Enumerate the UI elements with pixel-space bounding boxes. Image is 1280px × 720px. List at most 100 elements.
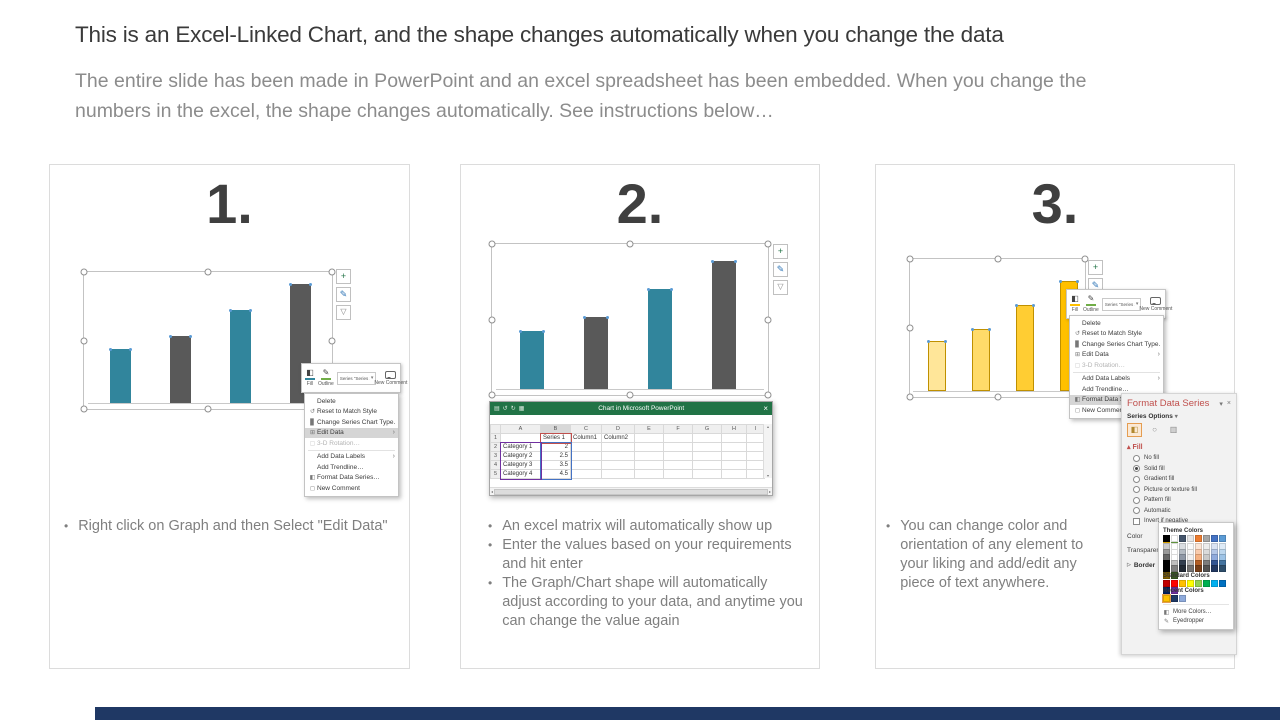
redo-icon[interactable]: ↻ [510, 406, 516, 412]
color-swatch[interactable] [1171, 535, 1178, 542]
chart-3-bars[interactable] [913, 280, 1082, 392]
color-swatch[interactable] [1163, 572, 1170, 579]
color-swatch[interactable] [1171, 572, 1178, 579]
menu-item-edit-data[interactable]: ⊞ Edit Data › [305, 427, 398, 438]
radio-picture-fill[interactable]: Picture or texture fill [1133, 486, 1231, 493]
menu-item-add-data-labels[interactable]: Add Data Labels › [1082, 375, 1160, 383]
series-selector-dropdown[interactable]: Series "Series 1" ▾ [336, 371, 377, 385]
bar-3[interactable] [229, 309, 252, 403]
spreadsheet-table[interactable]: A B C D E F G H I 1 Series 1 Column1 Col… [490, 424, 765, 479]
selection-handle[interactable] [764, 240, 772, 248]
menu-item-add-trendline[interactable]: Add Trendline… [1082, 385, 1129, 393]
menu-item-new-comment[interactable]: ◻ New Comment [1075, 406, 1125, 414]
bar-3[interactable] [647, 288, 673, 389]
color-swatch[interactable] [1163, 579, 1170, 587]
menu-item-new-comment[interactable]: ◻ New Comment [310, 484, 360, 492]
col-header-D[interactable]: D [601, 424, 635, 434]
sheet-icon[interactable]: ▦ [518, 406, 525, 412]
color-swatch[interactable] [1163, 535, 1170, 542]
bar-2[interactable] [971, 328, 991, 391]
color-swatch[interactable] [1179, 579, 1186, 587]
col-header-I[interactable]: I [746, 424, 765, 434]
color-swatch[interactable] [1179, 565, 1186, 572]
color-swatch[interactable] [1195, 579, 1202, 587]
selection-handle[interactable] [626, 391, 634, 399]
bar-2[interactable] [583, 316, 609, 389]
radio-no-fill[interactable]: No fill [1133, 454, 1231, 462]
chart-2-bars[interactable] [496, 260, 764, 390]
more-colors-item[interactable]: ◧ More Colors… [1163, 609, 1212, 616]
chart-filters-button[interactable]: ▽ [773, 280, 788, 295]
selection-handle[interactable] [328, 268, 336, 276]
color-swatch[interactable] [1203, 579, 1210, 587]
menu-item-format-data-series[interactable]: ◧ Format Data Series… [1070, 394, 1163, 405]
color-swatch[interactable] [1211, 579, 1218, 587]
color-swatch[interactable] [1171, 565, 1178, 572]
radio-automatic[interactable]: Automatic [1133, 507, 1231, 514]
color-swatch[interactable] [1163, 586, 1170, 594]
col-header-H[interactable]: H [721, 424, 747, 434]
border-section-header[interactable]: ▷ Border [1127, 561, 1156, 569]
color-swatch[interactable] [1219, 579, 1226, 587]
menu-item-delete[interactable]: Delete [1082, 319, 1101, 327]
vertical-scrollbar[interactable]: ▴ ▾ [763, 424, 772, 478]
col-header-A[interactable]: A [500, 424, 541, 434]
series-selector-dropdown[interactable]: Series "Series 1" ▾ [1101, 297, 1142, 311]
color-swatch[interactable] [1187, 579, 1194, 587]
recent-colors-row[interactable] [1162, 593, 1229, 603]
standard-colors-row[interactable] [1163, 579, 1229, 594]
radio-gradient-fill[interactable]: Gradient fill [1133, 475, 1231, 483]
bar-1[interactable] [519, 330, 545, 389]
series-options-tab-icon[interactable]: ▥ [1169, 425, 1178, 434]
color-swatch[interactable] [1219, 565, 1226, 572]
theme-color-variants[interactable] [1163, 543, 1229, 579]
scroll-left-icon[interactable]: ◂ [491, 489, 494, 494]
selection-handle[interactable] [328, 337, 336, 344]
color-swatch[interactable] [1187, 535, 1194, 542]
selection-handle[interactable] [764, 391, 772, 399]
fill-section-header[interactable]: ▴ Fill [1127, 444, 1143, 451]
selection-handle[interactable] [80, 337, 88, 344]
color-swatch[interactable] [1211, 535, 1218, 542]
effects-tab-icon[interactable]: ○ [1152, 425, 1157, 434]
col-header-B[interactable]: B [540, 424, 571, 434]
color-swatch[interactable] [1171, 586, 1178, 594]
fill-button[interactable]: ◧ Fill [1070, 294, 1080, 313]
bar-4[interactable] [711, 260, 737, 389]
col-header-F[interactable]: F [663, 424, 693, 434]
theme-colors-row[interactable] [1163, 535, 1229, 549]
new-comment-button[interactable]: New Comment [1139, 296, 1172, 312]
menu-item-add-trendline[interactable]: Add Trendline… [317, 463, 364, 471]
selection-handle[interactable] [204, 268, 212, 276]
color-swatch[interactable] [1179, 594, 1186, 602]
chart-3[interactable] [906, 255, 1089, 401]
scroll-right-icon[interactable]: ▸ [768, 489, 771, 494]
chart-2[interactable] [488, 240, 772, 399]
cell-series-name[interactable]: Series 1 [540, 433, 571, 443]
color-swatch[interactable] [1219, 535, 1226, 542]
menu-item-edit-data[interactable]: ⊞ Edit Data › [1074, 351, 1160, 359]
horizontal-scrollbar[interactable]: ◂ ▸ [490, 487, 772, 495]
selection-handle[interactable] [1081, 255, 1089, 263]
scroll-up-icon[interactable]: ▴ [766, 424, 769, 429]
pane-close-icon[interactable]: × [1226, 400, 1231, 407]
undo-icon[interactable]: ↺ [502, 406, 508, 412]
excel-title-bar[interactable]: ▤ ↺ ↻ ▦ Chart in Microsoft PowerPoint × [490, 402, 772, 415]
chart-elements-button[interactable]: + [336, 269, 351, 284]
selection-handle[interactable] [204, 405, 212, 413]
outline-button[interactable]: ✎ Outline [318, 368, 334, 388]
selection-handle[interactable] [488, 316, 496, 323]
chart-styles-button[interactable]: ✎ [336, 287, 351, 302]
selection-handle[interactable] [80, 268, 88, 276]
series-options-label[interactable]: Series Options ▾ [1127, 413, 1178, 420]
chart-elements-button[interactable]: + [773, 244, 788, 259]
radio-solid-fill[interactable]: Solid fill [1133, 465, 1231, 472]
chart-1[interactable] [80, 268, 336, 413]
selection-handle[interactable] [906, 393, 914, 401]
bar-1[interactable] [927, 340, 947, 391]
selection-handle[interactable] [488, 240, 496, 248]
save-icon[interactable]: ▤ [494, 406, 500, 412]
pane-options-caret-icon[interactable]: ▾ [1219, 400, 1223, 408]
color-swatch[interactable] [1195, 565, 1202, 572]
menu-item-add-data-labels[interactable]: Add Data Labels › [317, 453, 395, 461]
